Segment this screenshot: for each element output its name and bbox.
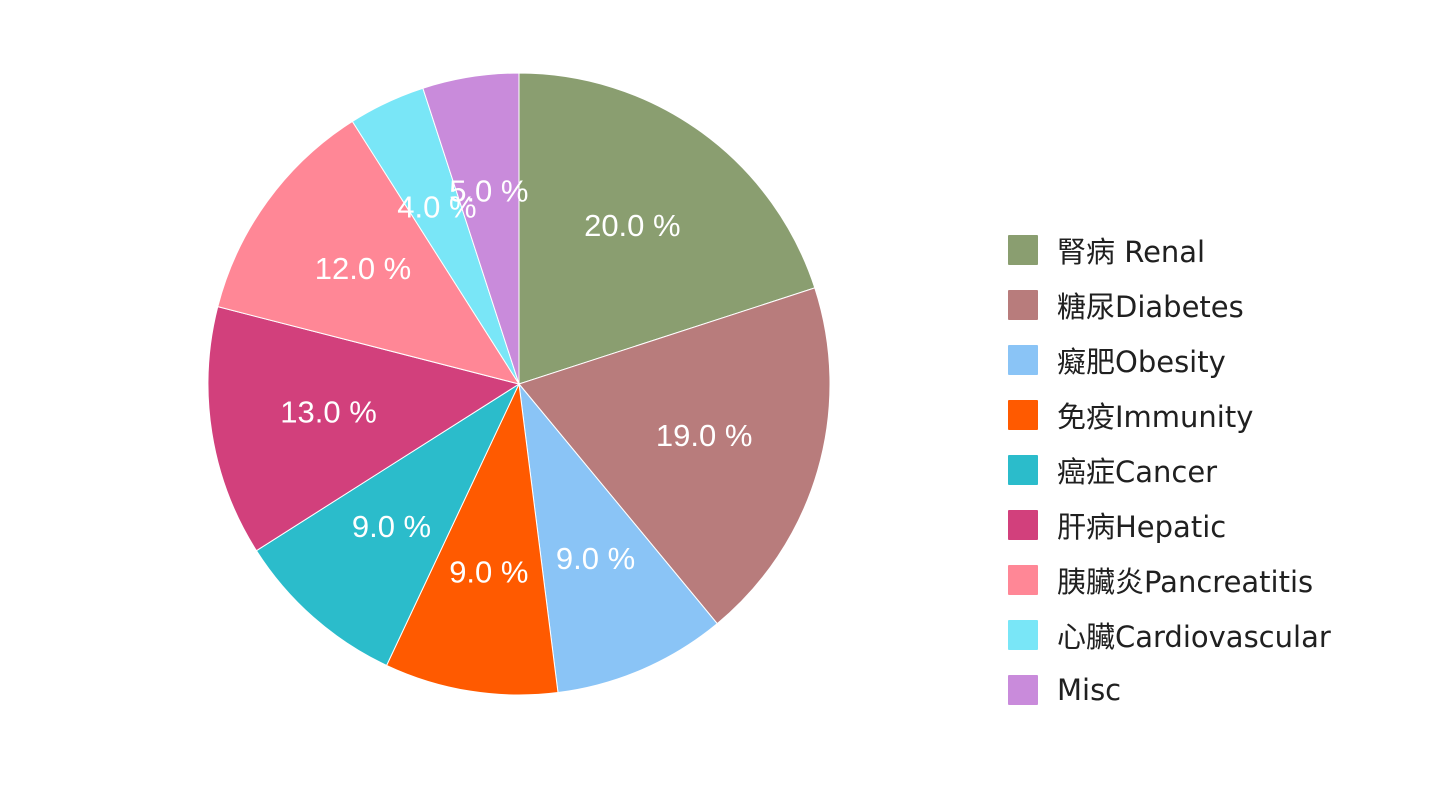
pie-slice-5 <box>207 306 521 552</box>
legend-swatch-0 <box>1008 234 1038 265</box>
pie-slice-4 <box>255 382 521 667</box>
legend-swatch-5 <box>1008 509 1038 540</box>
legend-label-6: 胰臟炎Pancreatitis <box>1057 564 1314 599</box>
pie-slice-3 <box>385 382 559 696</box>
legend-item-5: 肝病Hepatic <box>1008 497 1428 552</box>
legend-swatch-1 <box>1008 289 1038 320</box>
pie-slice-0 <box>518 72 816 385</box>
legend-item-4: 癌症Cancer <box>1008 442 1428 497</box>
legend-label-0: 腎病 Renal <box>1057 234 1206 269</box>
pie-slice-8 <box>422 72 520 385</box>
pie-slices <box>207 72 831 696</box>
legend-swatch-2 <box>1008 344 1038 375</box>
legend-swatch-4 <box>1008 454 1038 485</box>
legend-swatch-8 <box>1008 674 1038 705</box>
legend-item-1: 糖尿Diabetes <box>1008 277 1428 332</box>
legend-label-5: 肝病Hepatic <box>1057 509 1227 544</box>
pie-slice-labels: 20.0 % 19.0 % 9.0 % 9.0 % 9.0 % 13.0 % 12.0 % 4… <box>280 174 752 590</box>
legend-swatch-6 <box>1008 564 1038 595</box>
pie-slice-label-7: 4.0 % <box>397 190 476 225</box>
chart-legend: 腎病 Renal 糖尿Diabetes 癡肥Obesity 免疫Immunity 癌症C… <box>1008 222 1428 717</box>
legend-item-2: 癡肥Obesity <box>1008 332 1428 387</box>
legend-label-2: 癡肥Obesity <box>1057 344 1226 379</box>
legend-label-8: Misc <box>1057 672 1122 707</box>
legend-label-7: 心臟Cardiovascular <box>1057 619 1331 654</box>
legend-item-0: 腎病 Renal <box>1008 222 1428 277</box>
legend-item-3: 免疫Immunity <box>1008 387 1428 442</box>
legend-label-1: 糖尿Diabetes <box>1057 289 1244 324</box>
pie-slice-label-3: 9.0 % <box>449 555 528 590</box>
pie-slice-6 <box>217 120 521 385</box>
legend-item-7: 心臟Cardiovascular <box>1008 607 1428 662</box>
legend-label-4: 癌症Cancer <box>1057 454 1218 489</box>
pie-slice-label-6: 12.0 % <box>315 251 412 286</box>
pie-slice-label-5: 13.0 % <box>280 394 377 429</box>
pie-slice-label-4: 9.0 % <box>352 509 431 544</box>
legend-swatch-3 <box>1008 399 1038 430</box>
pie-slice-label-2: 9.0 % <box>556 541 635 576</box>
legend-label-3: 免疫Immunity <box>1057 399 1254 434</box>
pie-slice-2 <box>518 382 718 694</box>
pie-slice-label-0: 20.0 % <box>584 208 681 243</box>
legend-item-6: 胰臟炎Pancreatitis <box>1008 552 1428 607</box>
legend-swatch-7 <box>1008 619 1038 650</box>
pie-slice-label-8: 5.0 % <box>449 174 528 209</box>
legend-item-8: Misc <box>1008 662 1428 717</box>
pie-slice-1 <box>518 287 831 625</box>
pie-slice-label-1: 19.0 % <box>656 418 753 453</box>
